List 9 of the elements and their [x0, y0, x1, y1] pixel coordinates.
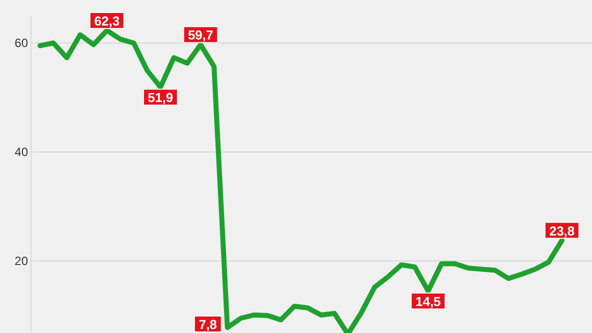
data-label: 23,8 — [549, 223, 575, 238]
y-tick-label: 40 — [14, 145, 28, 160]
data-label: 14,5 — [416, 294, 441, 309]
data-label: 59,7 — [188, 28, 214, 43]
y-tick-label: 20 — [14, 254, 28, 268]
data-label: 7,8 — [198, 317, 217, 332]
data-label: 62,3 — [94, 13, 120, 28]
data-label: 51,9 — [148, 90, 174, 106]
y-tick-label: 60 — [14, 36, 28, 50]
